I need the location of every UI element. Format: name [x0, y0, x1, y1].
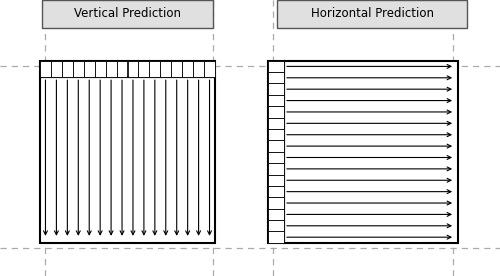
- Bar: [268, 197, 284, 209]
- Bar: [268, 140, 284, 152]
- Bar: [40, 77, 215, 243]
- Bar: [204, 61, 215, 77]
- Bar: [268, 232, 284, 243]
- Bar: [268, 209, 284, 220]
- Bar: [106, 61, 117, 77]
- Bar: [268, 61, 284, 243]
- Bar: [182, 61, 193, 77]
- Bar: [51, 61, 62, 77]
- Bar: [284, 61, 458, 243]
- Bar: [268, 106, 284, 118]
- Text: Horizontal Prediction: Horizontal Prediction: [311, 7, 434, 20]
- Bar: [278, 0, 468, 28]
- Text: Vertical Prediction: Vertical Prediction: [74, 7, 181, 20]
- Bar: [268, 163, 284, 175]
- Bar: [268, 129, 284, 140]
- Bar: [160, 61, 171, 77]
- Bar: [268, 118, 284, 129]
- Bar: [128, 61, 138, 77]
- Bar: [73, 61, 84, 77]
- Bar: [193, 61, 204, 77]
- Bar: [268, 186, 284, 197]
- Bar: [150, 61, 160, 77]
- Bar: [84, 61, 94, 77]
- Bar: [40, 61, 51, 77]
- Bar: [62, 61, 73, 77]
- Bar: [268, 220, 284, 232]
- Bar: [171, 61, 182, 77]
- Bar: [268, 174, 284, 186]
- Bar: [268, 152, 284, 163]
- Bar: [138, 61, 149, 77]
- Bar: [42, 0, 212, 28]
- Bar: [268, 72, 284, 83]
- Bar: [116, 61, 128, 77]
- Bar: [268, 95, 284, 106]
- Bar: [268, 83, 284, 95]
- Bar: [268, 61, 284, 72]
- Bar: [40, 61, 215, 77]
- Bar: [94, 61, 106, 77]
